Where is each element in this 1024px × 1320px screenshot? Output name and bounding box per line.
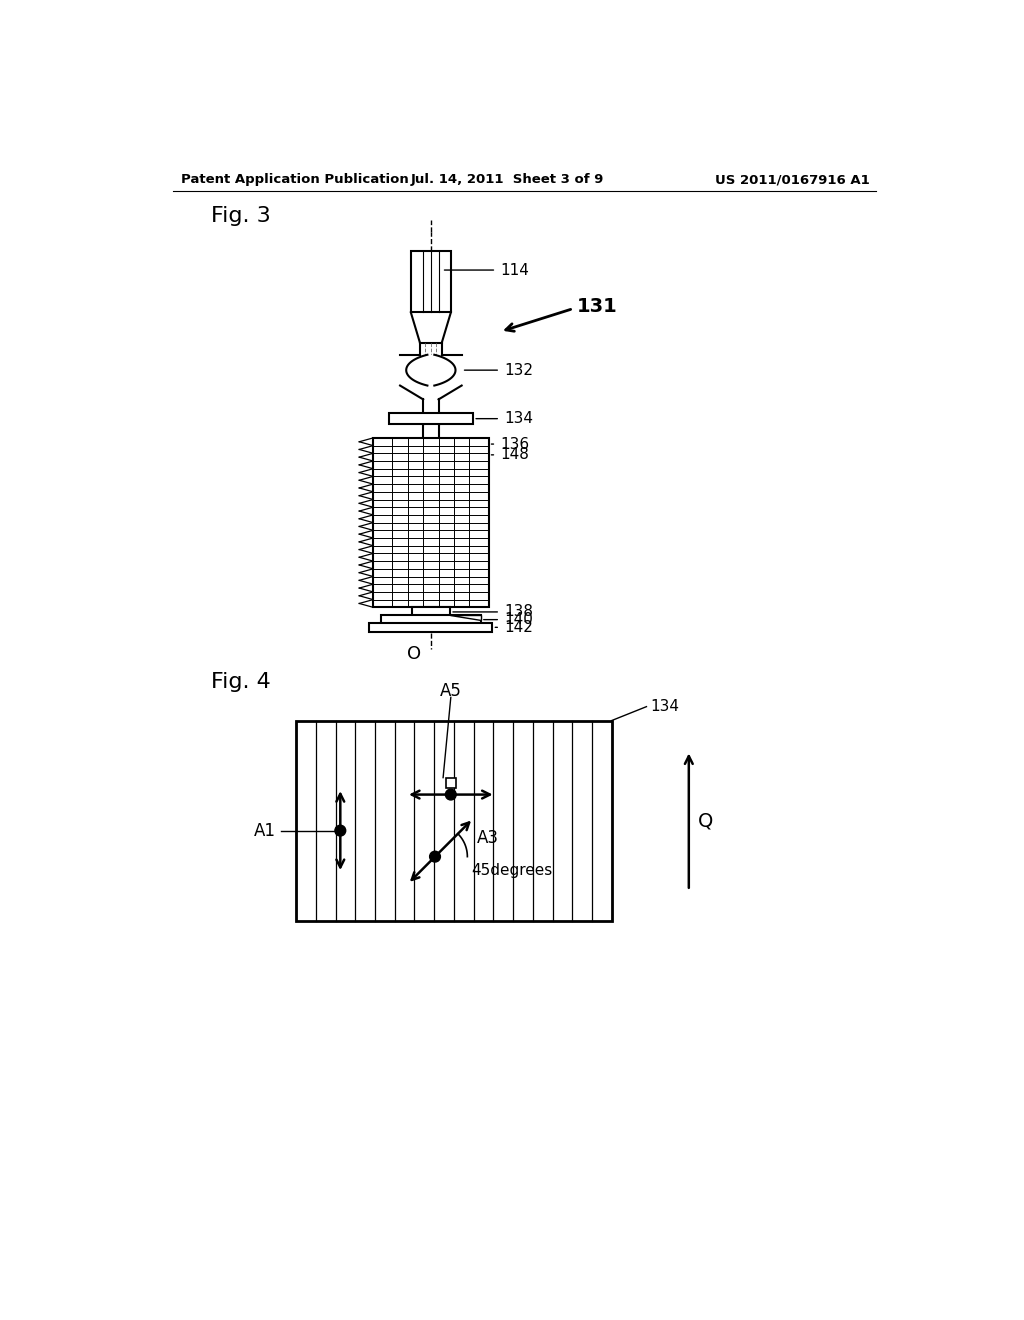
Text: 131: 131 [578, 297, 617, 315]
Circle shape [335, 825, 346, 836]
Text: 45degrees: 45degrees [471, 863, 553, 878]
Text: Fig. 3: Fig. 3 [211, 206, 271, 226]
Text: 132: 132 [504, 363, 534, 378]
Text: 114: 114 [500, 263, 529, 277]
Bar [412, 607, 451, 616]
Bar [373, 438, 488, 607]
Bar [381, 615, 481, 624]
Text: A3: A3 [477, 829, 499, 846]
Text: Q: Q [698, 810, 714, 830]
Text: A1: A1 [254, 821, 275, 840]
Text: 134: 134 [504, 411, 534, 426]
Text: Fig. 4: Fig. 4 [211, 672, 271, 692]
Bar [411, 251, 451, 313]
Text: 142: 142 [504, 620, 532, 635]
Text: US 2011/0167916 A1: US 2011/0167916 A1 [715, 173, 869, 186]
Text: 138: 138 [504, 605, 534, 619]
Text: Patent Application Publication: Patent Application Publication [180, 173, 409, 186]
Text: 140: 140 [504, 612, 532, 627]
Bar [296, 721, 611, 921]
Bar [388, 413, 473, 424]
Circle shape [445, 789, 457, 800]
Polygon shape [451, 615, 481, 620]
Text: 134: 134 [650, 700, 679, 714]
Bar [370, 623, 493, 632]
Polygon shape [407, 355, 456, 385]
Text: 136: 136 [500, 437, 529, 451]
Text: Jul. 14, 2011  Sheet 3 of 9: Jul. 14, 2011 Sheet 3 of 9 [412, 173, 604, 186]
Circle shape [430, 851, 440, 862]
Text: 148: 148 [500, 447, 529, 462]
Text: A5: A5 [440, 682, 462, 700]
Text: O: O [407, 644, 421, 663]
Bar [445, 777, 456, 788]
